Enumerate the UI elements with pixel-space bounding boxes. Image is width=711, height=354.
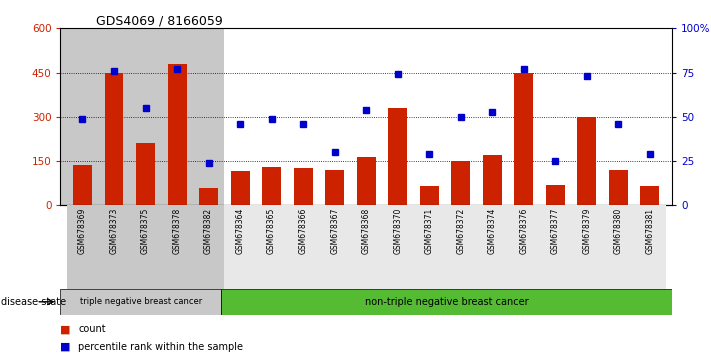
- Bar: [98, 205, 130, 289]
- Bar: [571, 205, 602, 289]
- Bar: [294, 169, 313, 205]
- Bar: [105, 73, 124, 205]
- Bar: [602, 205, 634, 289]
- Bar: [199, 188, 218, 205]
- Bar: [161, 205, 193, 289]
- Text: GSM678377: GSM678377: [551, 208, 560, 254]
- Bar: [540, 205, 571, 289]
- Bar: [388, 108, 407, 205]
- Text: triple negative breast cancer: triple negative breast cancer: [80, 297, 202, 306]
- Text: non-triple negative breast cancer: non-triple negative breast cancer: [365, 297, 528, 307]
- Bar: [357, 156, 375, 205]
- Bar: [546, 185, 565, 205]
- Text: GSM678364: GSM678364: [235, 208, 245, 254]
- Bar: [413, 205, 445, 289]
- Bar: [130, 205, 161, 289]
- Text: GSM678375: GSM678375: [141, 208, 150, 254]
- Bar: [73, 166, 92, 205]
- Bar: [67, 205, 98, 289]
- Text: GSM678365: GSM678365: [267, 208, 276, 254]
- Bar: [445, 205, 476, 289]
- Bar: [221, 289, 672, 315]
- Bar: [193, 205, 225, 289]
- Bar: [514, 73, 533, 205]
- Text: ■: ■: [60, 342, 75, 352]
- Bar: [168, 64, 186, 205]
- Text: GSM678370: GSM678370: [393, 208, 402, 254]
- Text: GSM678373: GSM678373: [109, 208, 119, 254]
- Bar: [230, 171, 250, 205]
- Bar: [577, 117, 597, 205]
- Text: GSM678372: GSM678372: [456, 208, 465, 254]
- Text: GSM678367: GSM678367: [330, 208, 339, 254]
- Bar: [319, 205, 351, 289]
- Text: GDS4069 / 8166059: GDS4069 / 8166059: [96, 14, 223, 27]
- Bar: [641, 186, 659, 205]
- Bar: [451, 161, 470, 205]
- Text: GSM678380: GSM678380: [614, 208, 623, 254]
- Text: GSM678376: GSM678376: [519, 208, 528, 254]
- Bar: [225, 205, 256, 289]
- Bar: [262, 167, 281, 205]
- Bar: [382, 205, 413, 289]
- Bar: [325, 170, 344, 205]
- Bar: [60, 28, 225, 205]
- Text: GSM678366: GSM678366: [299, 208, 308, 254]
- Bar: [476, 205, 508, 289]
- Text: ■: ■: [60, 324, 75, 334]
- Bar: [419, 186, 439, 205]
- Text: GSM678382: GSM678382: [204, 208, 213, 254]
- Text: GSM678374: GSM678374: [488, 208, 497, 254]
- Bar: [136, 143, 155, 205]
- Bar: [256, 205, 287, 289]
- Text: GSM678368: GSM678368: [362, 208, 370, 254]
- Bar: [609, 170, 628, 205]
- Bar: [483, 155, 502, 205]
- Text: disease state: disease state: [1, 297, 67, 307]
- Bar: [60, 289, 221, 315]
- Text: GSM678369: GSM678369: [78, 208, 87, 254]
- Text: GSM678381: GSM678381: [646, 208, 654, 254]
- Text: GSM678371: GSM678371: [424, 208, 434, 254]
- Bar: [351, 205, 382, 289]
- Text: percentile rank within the sample: percentile rank within the sample: [78, 342, 243, 352]
- Text: count: count: [78, 324, 106, 334]
- Text: GSM678378: GSM678378: [173, 208, 181, 254]
- Bar: [508, 205, 540, 289]
- Bar: [634, 205, 665, 289]
- Text: GSM678379: GSM678379: [582, 208, 592, 254]
- Bar: [287, 205, 319, 289]
